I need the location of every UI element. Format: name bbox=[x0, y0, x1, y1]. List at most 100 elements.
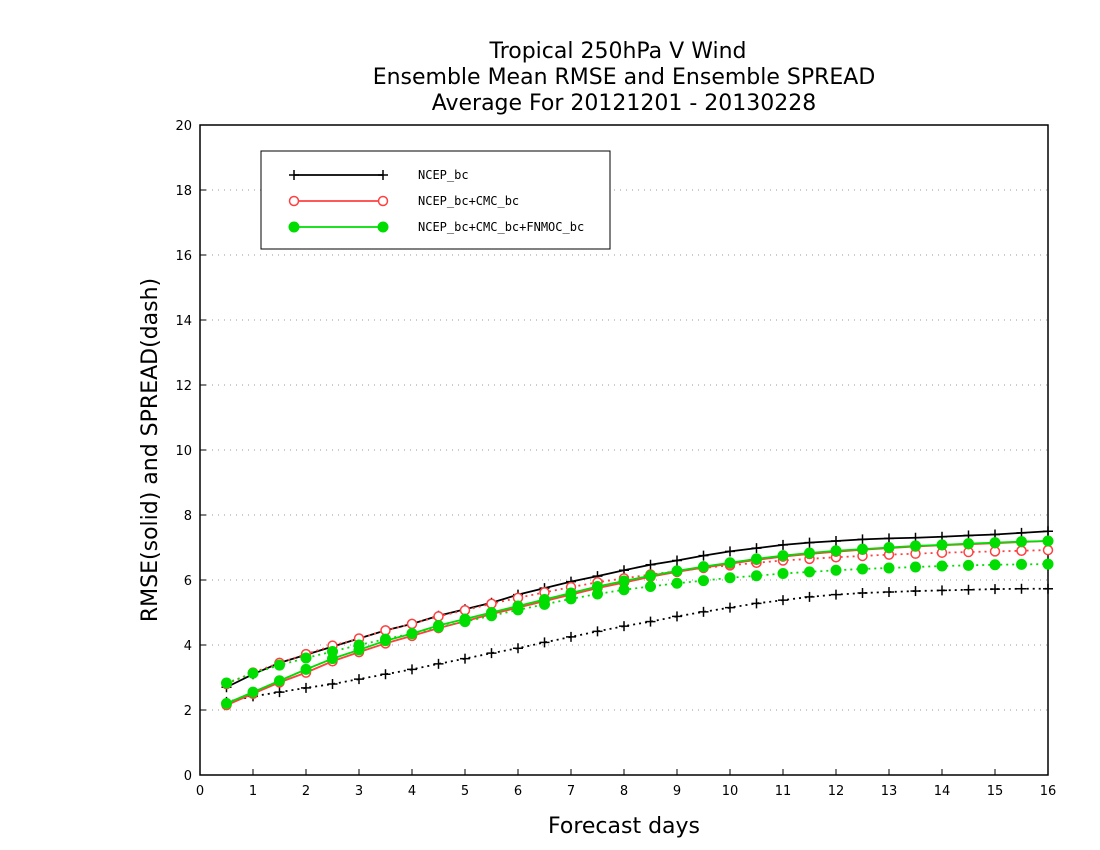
series-0-spread-point bbox=[1043, 583, 1053, 594]
series-2-rmse-point bbox=[777, 550, 789, 562]
series-2-rmse-point bbox=[1042, 535, 1054, 547]
series-2-rmse-point bbox=[327, 653, 338, 665]
series-2-spread-point bbox=[910, 561, 921, 573]
legend-label: NCEP_bc bbox=[418, 168, 469, 182]
x-tick-label: 16 bbox=[1040, 784, 1057, 799]
series-2-rmse-point bbox=[989, 537, 1001, 549]
series-2-rmse-point bbox=[963, 538, 974, 550]
series-2-rmse-point bbox=[804, 547, 815, 559]
series-2-spread-point bbox=[274, 659, 285, 671]
plot-series bbox=[221, 526, 1054, 711]
series-0-rmse-point bbox=[751, 543, 762, 554]
series-0-spread-line bbox=[226, 587, 1048, 703]
series-0-rmse-point bbox=[857, 534, 868, 545]
series-0-rmse-point bbox=[645, 559, 656, 570]
y-axis-label: RMSE(solid) and SPREAD(dash) bbox=[138, 278, 163, 622]
series-2-spread-point bbox=[830, 564, 842, 576]
series-0-spread-point bbox=[751, 598, 762, 609]
series-0-spread-point bbox=[274, 687, 285, 698]
series-0-spread-point bbox=[539, 637, 550, 648]
series-2-rmse-point bbox=[459, 613, 471, 625]
series-0-spread-point bbox=[566, 631, 576, 642]
series-2-rmse-point bbox=[380, 635, 391, 647]
series-2-spread-point bbox=[300, 652, 312, 664]
series-2-spread-point bbox=[857, 563, 868, 575]
legend-label: NCEP_bc+CMC_bc+FNMOC_bc bbox=[418, 220, 584, 234]
series-2-rmse-point bbox=[565, 587, 577, 599]
legend-entry: NCEP_bc+CMC_bc bbox=[288, 194, 519, 208]
series-2-rmse-point bbox=[539, 594, 550, 605]
series-0-spread-point bbox=[963, 584, 974, 595]
x-tick-label: 14 bbox=[934, 784, 951, 799]
y-tick-label: 0 bbox=[184, 769, 192, 784]
series-2-rmse-point bbox=[274, 675, 285, 687]
series-2-rmse-point bbox=[486, 607, 497, 618]
legend-entry: NCEP_bc+CMC_bc+FNMOC_bc bbox=[288, 220, 584, 234]
series-2-rmse-point bbox=[698, 561, 709, 573]
series-2-rmse-point bbox=[406, 628, 418, 640]
series-0-rmse-point bbox=[725, 546, 735, 557]
y-tick-label: 20 bbox=[175, 119, 192, 134]
legend-marker bbox=[289, 170, 299, 180]
y-tick-label: 6 bbox=[184, 574, 192, 589]
legend-marker bbox=[288, 221, 300, 233]
series-2-spread-point bbox=[247, 667, 259, 679]
series-2-spread-line bbox=[226, 563, 1049, 684]
chart-title: Tropical 250hPa V Wind Ensemble Mean RMS… bbox=[373, 39, 876, 116]
series-2-spread-point bbox=[936, 560, 948, 572]
title-line-2: Ensemble Mean RMSE and Ensemble SPREAD bbox=[373, 65, 876, 90]
series-0-rmse-point bbox=[804, 537, 815, 548]
series-2-spread-point bbox=[671, 577, 683, 589]
series-2-rmse-point bbox=[1016, 536, 1027, 548]
series-2-rmse-point bbox=[830, 545, 842, 557]
x-tick-label: 4 bbox=[408, 784, 416, 799]
series-2-rmse-point bbox=[724, 557, 736, 569]
series-0-spread-point bbox=[513, 643, 523, 654]
x-axis: 0 1 2 3 4 5 6 7 8 9 10 11 12 13 14 15 16 bbox=[196, 769, 1056, 799]
series-0-spread-point bbox=[433, 658, 444, 669]
x-tick-label: 6 bbox=[514, 784, 522, 799]
series-2-rmse-point bbox=[512, 600, 524, 612]
series-0-rmse-point bbox=[831, 536, 841, 546]
series-1-rmse-line bbox=[226, 540, 1049, 706]
gridlines bbox=[200, 189, 1048, 711]
x-tick-label: 10 bbox=[722, 784, 739, 799]
title-line-3: Average For 20121201 - 20130228 bbox=[432, 91, 817, 116]
legend-marker bbox=[288, 195, 300, 207]
series-2-rmse-line bbox=[226, 540, 1049, 705]
series-1-spread-point bbox=[486, 598, 497, 609]
x-tick-label: 1 bbox=[249, 784, 257, 799]
series-0-spread-point bbox=[486, 648, 497, 659]
legend-box bbox=[260, 150, 611, 250]
x-tick-label: 12 bbox=[828, 784, 845, 799]
series-1-spread-point bbox=[1042, 544, 1054, 556]
series-0-spread-point bbox=[407, 664, 417, 675]
x-axis-label: Forecast days bbox=[548, 814, 700, 839]
series-2-rmse-point bbox=[645, 570, 656, 582]
series-2-rmse-point bbox=[221, 698, 232, 709]
series-0-spread-point bbox=[301, 682, 311, 693]
y-axis: 0 2 4 6 8 10 12 14 16 18 20 bbox=[175, 119, 206, 784]
series-2-rmse-point bbox=[671, 565, 683, 577]
series-2-rmse-point bbox=[883, 542, 895, 553]
legend: NCEP_bc NCEP_bc+CMC_bc NCEP_bc+CMC_bc+FNMO… bbox=[260, 150, 611, 250]
series-1-spread-point bbox=[1016, 545, 1027, 556]
series-2-rmse-point bbox=[247, 686, 259, 698]
series-2-spread-point bbox=[645, 581, 656, 592]
title-line-1: Tropical 250hPa V Wind bbox=[488, 39, 746, 64]
series-1-spread-point bbox=[380, 625, 391, 636]
series-0-spread-point bbox=[698, 606, 709, 617]
series-0-spread-point bbox=[725, 602, 735, 613]
series-0-spread-point bbox=[380, 669, 391, 680]
x-tick-label: 2 bbox=[302, 784, 310, 799]
series-0-spread-point bbox=[804, 591, 815, 602]
series-2-spread-point bbox=[777, 568, 789, 579]
series-0-spread-point bbox=[884, 587, 894, 598]
series-0-spread-point bbox=[460, 653, 470, 664]
series-1-spread-point bbox=[406, 618, 418, 630]
series-2-spread-point bbox=[751, 570, 762, 582]
series-0-spread-point bbox=[672, 611, 682, 622]
series-2-rmse-point bbox=[592, 581, 603, 592]
y-tick-label: 12 bbox=[175, 379, 192, 394]
